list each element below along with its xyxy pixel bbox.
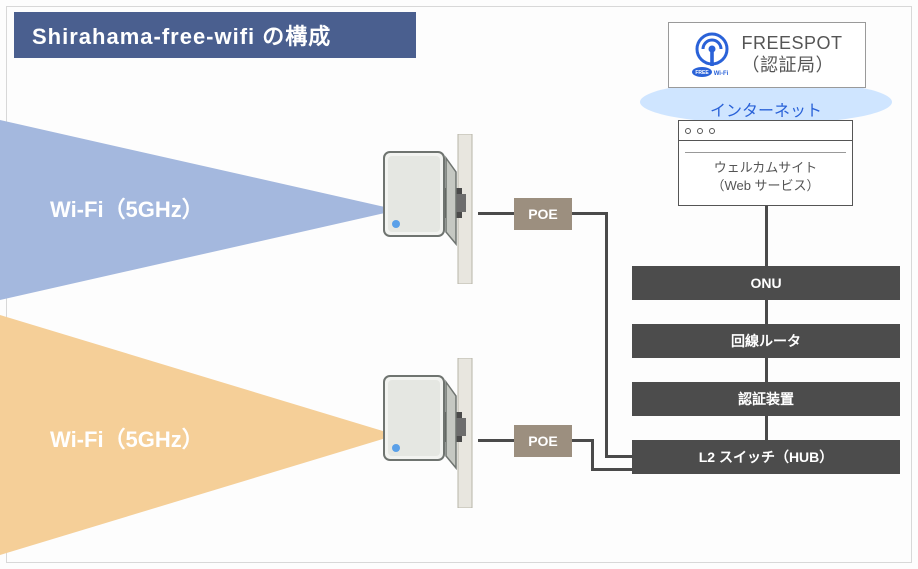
conn-line	[765, 300, 768, 324]
conn-line	[765, 416, 768, 440]
freespot-line1: FREESPOT	[741, 33, 842, 55]
svg-text:Wi-Fi: Wi-Fi	[714, 71, 729, 77]
title-bar: Shirahama-free-wifi の構成	[14, 12, 416, 58]
poe-label: POE	[528, 206, 558, 222]
device-onu: ONU	[632, 266, 900, 300]
window-url-bar	[685, 143, 846, 153]
freespot-icon: FREE Wi-Fi	[691, 31, 733, 79]
window-dot-icon	[685, 128, 691, 134]
conn-line	[605, 212, 608, 458]
device-label: ONU	[750, 275, 781, 291]
window-chrome	[679, 121, 852, 141]
device-label: L2 スイッチ（HUB）	[699, 447, 834, 467]
conn-line	[591, 439, 594, 471]
device-label: 回線ルータ	[731, 331, 801, 351]
welcome-line1: ウェルカムサイト	[714, 159, 818, 177]
poe-label: POE	[528, 433, 558, 449]
poe-box-top: POE	[514, 198, 572, 230]
window-dot-icon	[697, 128, 703, 134]
poe-box-bottom: POE	[514, 425, 572, 457]
conn-line	[765, 358, 768, 382]
freespot-line2: （認証局）	[741, 55, 842, 77]
device-l2switch: L2 スイッチ（HUB）	[632, 440, 900, 474]
welcome-line2: （Web サービス）	[711, 177, 819, 195]
antenna-top	[372, 134, 492, 284]
title-text: Shirahama-free-wifi の構成	[32, 19, 331, 51]
device-auth: 認証装置	[632, 382, 900, 416]
window-dot-icon	[709, 128, 715, 134]
svg-text:FREE: FREE	[696, 70, 710, 76]
conn-line	[605, 455, 633, 458]
freespot-card: FREE Wi-Fi FREESPOT （認証局）	[668, 22, 866, 88]
antenna-bottom	[372, 358, 492, 508]
device-router: 回線ルータ	[632, 324, 900, 358]
device-label: 認証装置	[738, 389, 794, 409]
wifi-label-bottom: Wi-Fi（5GHz）	[50, 422, 204, 454]
internet-label: インターネット	[710, 97, 822, 121]
wifi-label-top: Wi-Fi（5GHz）	[50, 192, 204, 224]
welcome-site-window: ウェルカムサイト （Web サービス）	[678, 120, 853, 206]
conn-line	[765, 206, 768, 266]
conn-line	[572, 212, 608, 215]
conn-line	[591, 468, 633, 471]
